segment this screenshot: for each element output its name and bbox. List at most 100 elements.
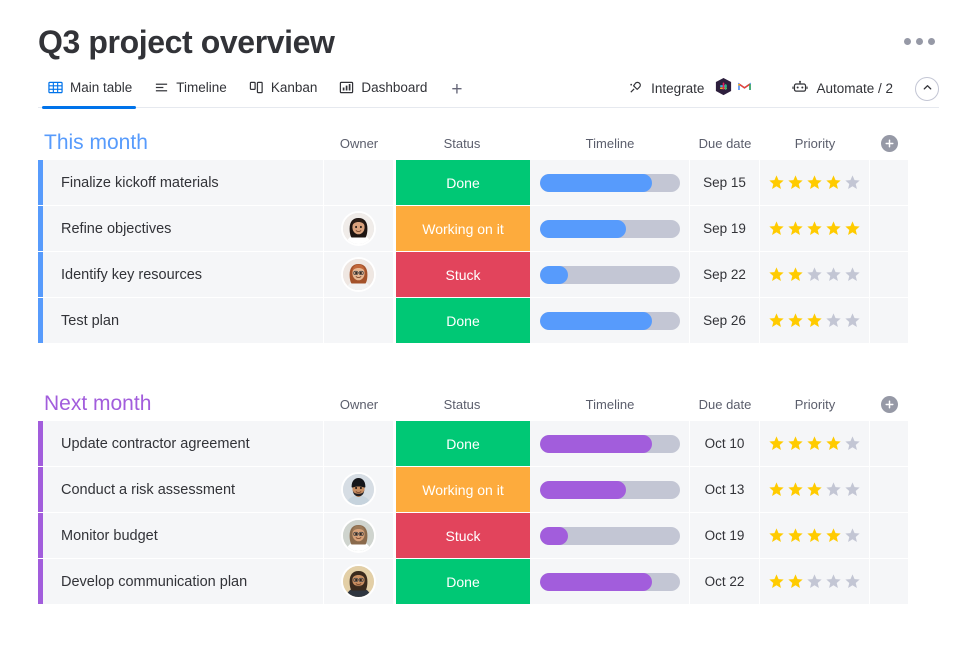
status-badge[interactable]: Done [394, 421, 530, 466]
task-name-cell[interactable]: Identify key resources [38, 252, 324, 297]
star-icon[interactable] [787, 220, 804, 237]
timeline-bar[interactable] [539, 219, 680, 238]
star-icon[interactable] [844, 312, 861, 329]
add-column-button[interactable] [870, 387, 908, 421]
star-icon[interactable] [768, 435, 785, 452]
star-icon[interactable] [825, 527, 842, 544]
tab-timeline[interactable]: Timeline [144, 76, 239, 108]
timeline-bar[interactable] [539, 434, 680, 453]
avatar[interactable] [343, 566, 374, 597]
avatar[interactable] [343, 520, 374, 551]
star-icon[interactable] [806, 527, 823, 544]
table-row[interactable]: Identify key resources Stuck Sep 22 [38, 252, 939, 297]
star-icon[interactable] [825, 481, 842, 498]
star-icon[interactable] [768, 266, 785, 283]
column-header-status[interactable]: Status [443, 396, 481, 412]
timeline-cell[interactable] [530, 421, 690, 466]
timeline-bar[interactable] [539, 173, 680, 192]
owner-cell[interactable] [324, 467, 394, 512]
star-icon[interactable] [787, 266, 804, 283]
due-date-cell[interactable]: Oct 22 [690, 559, 760, 604]
task-name-cell[interactable]: Monitor budget [38, 513, 324, 558]
star-icon[interactable] [844, 174, 861, 191]
star-icon[interactable] [844, 481, 861, 498]
priority-stars[interactable] [768, 481, 861, 498]
due-date-cell[interactable]: Oct 13 [690, 467, 760, 512]
star-icon[interactable] [768, 527, 785, 544]
star-icon[interactable] [825, 266, 842, 283]
task-name-cell[interactable]: Finalize kickoff materials [38, 160, 324, 205]
star-icon[interactable] [768, 481, 785, 498]
star-icon[interactable] [844, 435, 861, 452]
timeline-bar[interactable] [539, 526, 680, 545]
star-icon[interactable] [787, 174, 804, 191]
owner-cell[interactable] [324, 252, 394, 297]
owner-cell[interactable] [324, 513, 394, 558]
timeline-bar[interactable] [539, 572, 680, 591]
star-icon[interactable] [825, 312, 842, 329]
star-icon[interactable] [768, 312, 785, 329]
board-menu-button[interactable] [900, 22, 939, 61]
table-row[interactable]: Monitor budget Stuck Oct 19 [38, 513, 939, 558]
group-title[interactable]: This month [44, 131, 148, 154]
task-name-cell[interactable]: Develop communication plan [38, 559, 324, 604]
status-badge[interactable]: Done [394, 160, 530, 205]
column-header-status[interactable]: Status [443, 135, 481, 151]
star-icon[interactable] [787, 312, 804, 329]
column-header-priority[interactable]: Priority [794, 396, 836, 412]
status-badge[interactable]: Stuck [394, 252, 530, 297]
timeline-cell[interactable] [530, 252, 690, 297]
table-row[interactable]: Conduct a risk assessment Working on it Oc… [38, 467, 939, 512]
group-title[interactable]: Next month [44, 392, 152, 415]
star-icon[interactable] [844, 266, 861, 283]
table-row[interactable]: Refine objectives Working on it Sep 19 [38, 206, 939, 251]
status-badge[interactable]: Working on it [394, 467, 530, 512]
tab-kanban[interactable]: Kanban [239, 76, 330, 108]
column-header-timeline[interactable]: Timeline [585, 135, 635, 151]
timeline-bar[interactable] [539, 311, 680, 330]
automate-button[interactable]: Automate / 2 [782, 80, 903, 98]
column-header-owner[interactable]: Owner [339, 135, 379, 151]
due-date-cell[interactable]: Sep 19 [690, 206, 760, 251]
star-icon[interactable] [787, 435, 804, 452]
priority-cell[interactable] [760, 160, 870, 205]
table-row[interactable]: Test plan Done Sep 26 [38, 298, 939, 343]
star-icon[interactable] [787, 573, 804, 590]
table-row[interactable]: Update contractor agreement Done Oct 10 [38, 421, 939, 466]
task-name-cell[interactable]: Test plan [38, 298, 324, 343]
star-icon[interactable] [844, 527, 861, 544]
due-date-cell[interactable]: Oct 10 [690, 421, 760, 466]
star-icon[interactable] [806, 220, 823, 237]
star-icon[interactable] [825, 573, 842, 590]
priority-cell[interactable] [760, 421, 870, 466]
due-date-cell[interactable]: Oct 19 [690, 513, 760, 558]
tab-main-table[interactable]: Main table [38, 76, 144, 109]
star-icon[interactable] [787, 481, 804, 498]
star-icon[interactable] [768, 174, 785, 191]
avatar[interactable] [343, 213, 374, 244]
priority-stars[interactable] [768, 573, 861, 590]
priority-cell[interactable] [760, 559, 870, 604]
column-header-owner[interactable]: Owner [339, 396, 379, 412]
task-name-cell[interactable]: Conduct a risk assessment [38, 467, 324, 512]
star-icon[interactable] [806, 435, 823, 452]
collapse-toolbar-button[interactable] [915, 76, 939, 101]
star-icon[interactable] [806, 573, 823, 590]
priority-cell[interactable] [760, 206, 870, 251]
owner-cell[interactable] [324, 206, 394, 251]
due-date-cell[interactable]: Sep 15 [690, 160, 760, 205]
timeline-cell[interactable] [530, 160, 690, 205]
star-icon[interactable] [806, 312, 823, 329]
timeline-cell[interactable] [530, 206, 690, 251]
star-icon[interactable] [806, 174, 823, 191]
owner-cell[interactable] [324, 160, 394, 205]
star-icon[interactable] [844, 573, 861, 590]
star-icon[interactable] [825, 220, 842, 237]
owner-cell[interactable] [324, 421, 394, 466]
avatar[interactable] [343, 259, 374, 290]
star-icon[interactable] [768, 573, 785, 590]
owner-cell[interactable] [324, 298, 394, 343]
priority-stars[interactable] [768, 220, 861, 237]
column-header-timeline[interactable]: Timeline [585, 396, 635, 412]
priority-stars[interactable] [768, 312, 861, 329]
